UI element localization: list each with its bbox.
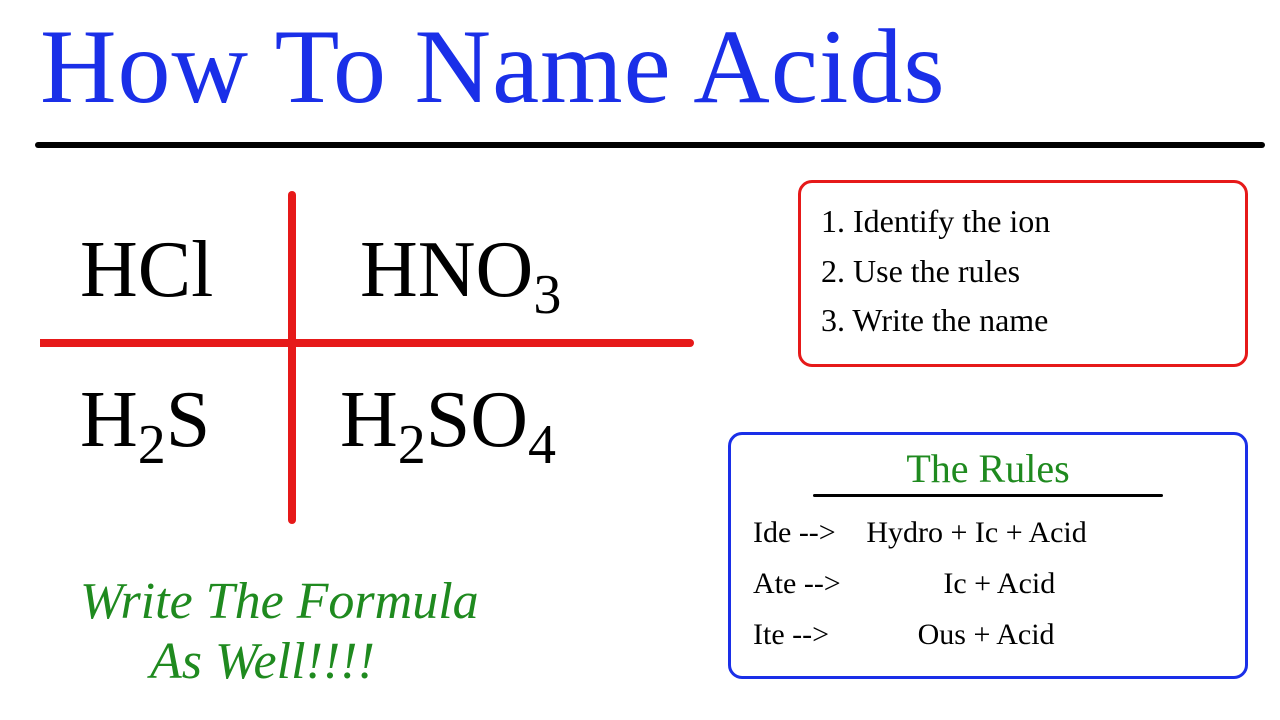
rules-box: The Rules Ide --> Hydro + Ic + Acid Ate … — [728, 432, 1248, 679]
step-3: 3. Write the name — [821, 296, 1225, 346]
step-1: 1. Identify the ion — [821, 197, 1225, 247]
steps-box: 1. Identify the ion 2. Use the rules 3. … — [798, 180, 1248, 367]
formula-top-right: HNO3 — [360, 225, 561, 316]
rule-2-left: Ate — [753, 567, 796, 600]
rules-title: The Rules — [753, 445, 1223, 492]
footer-line-2: As Well!!!! — [80, 632, 479, 692]
rules-title-underline — [813, 494, 1163, 497]
rule-1-left: Ide — [753, 516, 791, 549]
arrow-icon: --> — [804, 558, 864, 609]
footer-note: Write The Formula As Well!!!! — [80, 572, 479, 692]
formula-top-left: HCl — [80, 225, 213, 316]
rule-2-right: Ic + Acid — [871, 567, 1055, 600]
footer-line-1: Write The Formula — [80, 572, 479, 632]
arrow-icon: --> — [792, 609, 852, 660]
rule-row-3: Ite --> Ous + Acid — [753, 609, 1223, 660]
formula-bottom-right: H2SO4 — [340, 375, 556, 466]
rule-row-1: Ide --> Hydro + Ic + Acid — [753, 507, 1223, 558]
rule-3-right: Ous + Acid — [860, 618, 1055, 651]
title-underline — [35, 142, 1265, 148]
rule-row-2: Ate --> Ic + Acid — [753, 558, 1223, 609]
arrow-icon: --> — [799, 507, 859, 558]
rule-3-left: Ite — [753, 618, 785, 651]
formula-grid: HCl HNO3 H2S H2SO4 — [40, 185, 660, 515]
formula-bottom-left: H2S — [80, 375, 210, 466]
rule-1-right: Hydro + Ic + Acid — [866, 516, 1086, 549]
page-title: How To Name Acids — [40, 6, 1260, 128]
step-2: 2. Use the rules — [821, 247, 1225, 297]
